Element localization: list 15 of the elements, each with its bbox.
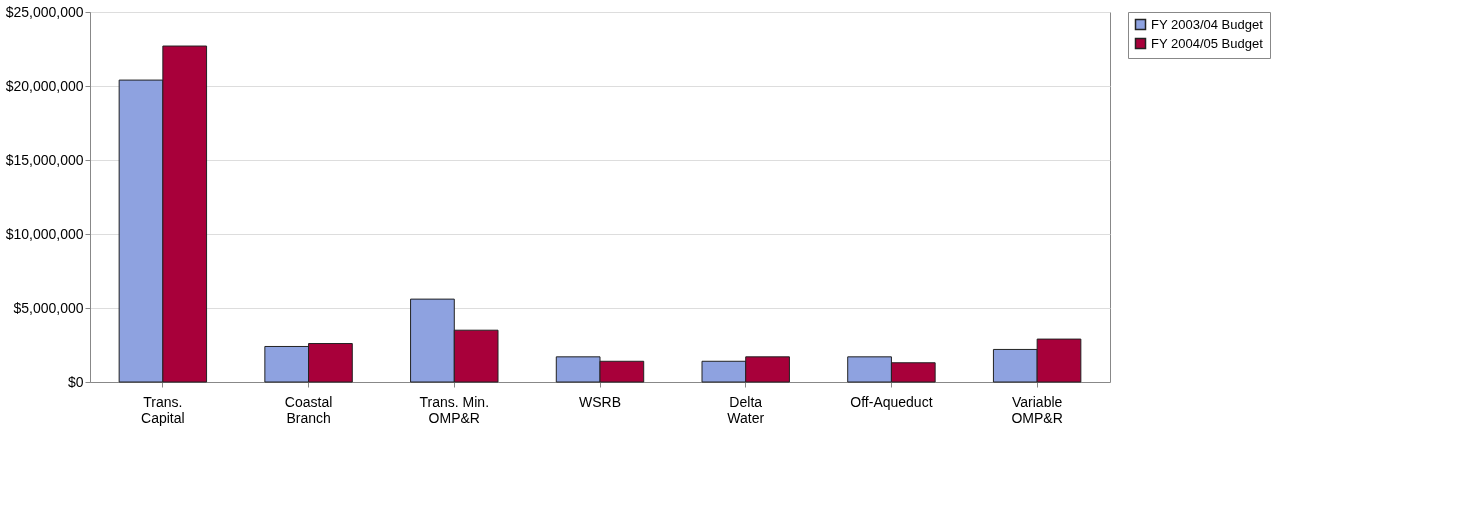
x-tick-label: Trans. Capital bbox=[141, 393, 185, 426]
y-tick-label: $5,000,000 bbox=[13, 299, 84, 316]
x-tick-label: Coastal Branch bbox=[284, 393, 333, 426]
x-tick-label: WSRB bbox=[579, 393, 621, 410]
y-tick-label: $10,000,000 bbox=[5, 225, 84, 242]
x-tick-label: Trans. Min. OMP&R bbox=[419, 393, 490, 426]
y-tick-label: $15,000,000 bbox=[5, 151, 84, 168]
x-tick-label: Delta Water bbox=[727, 393, 765, 426]
x-tick-label: Variable OMP&R bbox=[1011, 393, 1063, 426]
y-tick-label: $20,000,000 bbox=[5, 77, 84, 94]
x-tick-label: Off-Aqueduct bbox=[850, 393, 933, 410]
legend-label: FY 2003/04 Budget bbox=[1151, 16, 1264, 32]
y-tick-label: $25,000,000 bbox=[5, 3, 84, 20]
legend-label: FY 2004/05 Budget bbox=[1151, 35, 1264, 51]
y-tick-label: $0 bbox=[67, 373, 84, 390]
